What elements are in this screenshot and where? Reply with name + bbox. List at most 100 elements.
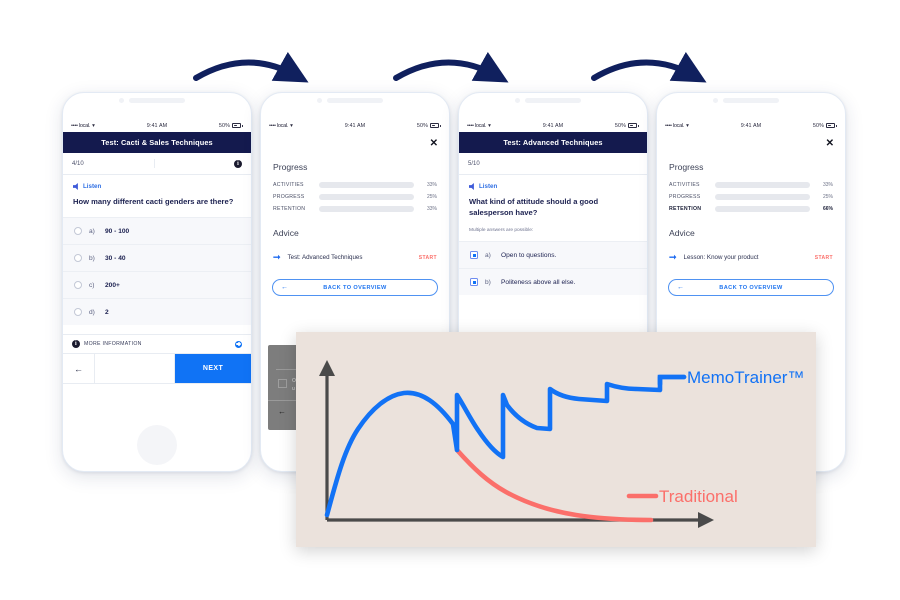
info-icon[interactable]: i — [234, 159, 242, 168]
back-to-overview-button[interactable]: ← BACK TO OVERVIEW — [272, 279, 438, 296]
progress-track — [319, 206, 414, 212]
listen-button[interactable]: Listen — [63, 175, 251, 192]
metric-label: ACTIVITIES — [273, 182, 304, 188]
question-hint: Multiple answers are possible: — [469, 228, 534, 233]
metric-value: 33% — [426, 182, 437, 188]
battery-icon — [826, 123, 837, 128]
page-title: Test: Advanced Techniques — [459, 132, 647, 153]
speaker-grille — [129, 98, 185, 103]
chart-svg: MemoTrainer™ Traditional — [319, 360, 804, 528]
close-icon[interactable]: ✕ — [429, 138, 438, 149]
option-text: 90 - 100 — [105, 227, 130, 235]
phone-notch — [459, 93, 647, 119]
question-counter-row: 4/10 i — [63, 153, 251, 175]
radio-icon[interactable] — [74, 281, 82, 289]
arrow-left-icon: ← — [281, 284, 289, 291]
answer-option-d[interactable]: d) 2 — [63, 298, 251, 325]
arrow-right-icon: ➞ — [273, 252, 281, 262]
status-bar: •••• local. ▾ 9:41 AM 50% — [657, 119, 845, 132]
option-text: 30 - 40 — [105, 254, 126, 262]
status-time: 9:41 AM — [542, 122, 564, 129]
more-information-label: MORE INFORMATION — [84, 341, 142, 347]
camera-icon — [317, 98, 322, 103]
checkbox-icon[interactable] — [470, 278, 478, 286]
wifi-icon: ▾ — [686, 122, 690, 129]
metric-label: RETENTION — [273, 206, 306, 212]
battery-label: 50% — [218, 122, 230, 129]
advice-item[interactable]: ➞ Lesson: Know your product START — [657, 245, 845, 270]
answer-option-a[interactable]: a) Open to questions. — [459, 241, 647, 268]
option-text: Open to questions. — [501, 251, 557, 259]
radio-icon[interactable] — [74, 254, 82, 262]
metric-value: 25% — [822, 194, 833, 200]
phone-question-cacti: •••• local. ▾ 9:41 AM 50% Test: Cacti & … — [62, 92, 252, 472]
checkbox-icon[interactable] — [470, 251, 478, 259]
progress-heading: Progress — [669, 162, 704, 172]
camera-icon — [119, 98, 124, 103]
wifi-icon: ▾ — [92, 122, 96, 129]
option-letter: a) — [485, 251, 491, 259]
next-button[interactable]: NEXT — [175, 354, 251, 383]
wifi-icon: ▾ — [488, 122, 492, 129]
metric-progress: PROGRESS 25% — [261, 191, 449, 203]
progress-track — [715, 194, 810, 200]
metric-label: PROGRESS — [273, 194, 305, 200]
metric-progress: PROGRESS 25% — [657, 191, 845, 203]
start-button[interactable]: START — [814, 254, 833, 261]
page-title: Test: Cacti & Sales Techniques — [63, 132, 251, 153]
status-time: 9:41 AM — [740, 122, 762, 129]
progress-track — [715, 182, 810, 188]
back-button[interactable]: ← — [63, 354, 95, 383]
arrow-right-icon: ➞ — [669, 252, 677, 262]
advice-heading: Advice — [669, 228, 695, 238]
speaker-grille — [723, 98, 779, 103]
camera-icon — [713, 98, 718, 103]
answer-option-b[interactable]: b) 30 - 40 — [63, 244, 251, 271]
option-text: 200+ — [105, 281, 120, 289]
gear-icon[interactable] — [235, 340, 242, 348]
status-time: 9:41 AM — [146, 122, 168, 129]
advice-text: Test: Advanced Techniques — [287, 254, 363, 261]
battery-label: 50% — [614, 122, 626, 129]
answer-option-c[interactable]: c) 200+ — [63, 271, 251, 298]
series-traditional — [454, 447, 654, 523]
back-to-overview-button[interactable]: ← BACK TO OVERVIEW — [668, 279, 834, 296]
close-icon[interactable]: ✕ — [825, 138, 834, 149]
legend-line-memotrainer — [657, 374, 687, 387]
speaker-grille — [525, 98, 581, 103]
more-information-bar[interactable]: i MORE INFORMATION — [63, 334, 251, 354]
radio-icon[interactable] — [74, 227, 82, 235]
advice-heading: Advice — [273, 228, 299, 238]
advice-item[interactable]: ➞ Test: Advanced Techniques START — [261, 245, 449, 270]
retention-curve-chart: MemoTrainer™ Traditional — [296, 332, 816, 547]
battery-icon — [628, 123, 639, 128]
speaker-grille — [327, 98, 383, 103]
radio-icon[interactable] — [74, 308, 82, 316]
listen-label: Listen — [83, 183, 102, 190]
answer-option-b[interactable]: b) Politeness above all else. — [459, 268, 647, 295]
metric-activities: ACTIVITIES 33% — [261, 179, 449, 191]
phone-notch — [63, 93, 251, 119]
question-counter: 5/10 — [468, 160, 480, 167]
start-button[interactable]: START — [418, 254, 437, 261]
answer-option-a[interactable]: a) 90 - 100 — [63, 217, 251, 244]
nav-spacer — [95, 354, 175, 383]
listen-button[interactable]: Listen — [459, 175, 647, 192]
wifi-icon: ▾ — [290, 122, 294, 129]
status-bar: •••• local. ▾ 9:41 AM 50% — [63, 119, 251, 132]
status-time: 9:41 AM — [344, 122, 366, 129]
speaker-icon — [469, 183, 474, 190]
metric-value: 33% — [426, 206, 437, 212]
question-counter-row: 5/10 — [459, 153, 647, 175]
signal-icon: •••• local. — [665, 122, 685, 129]
metric-label: RETENTION — [669, 206, 702, 212]
progress-track — [319, 182, 414, 188]
question-counter: 4/10 — [72, 160, 84, 167]
camera-icon — [515, 98, 520, 103]
question-nav-bar: ← NEXT — [63, 354, 251, 384]
battery-icon — [232, 123, 243, 128]
speaker-icon — [73, 183, 78, 190]
option-letter: c) — [89, 281, 95, 289]
question-text: What kind of attitude should a good sale… — [469, 197, 599, 217]
phone-notch — [657, 93, 845, 119]
